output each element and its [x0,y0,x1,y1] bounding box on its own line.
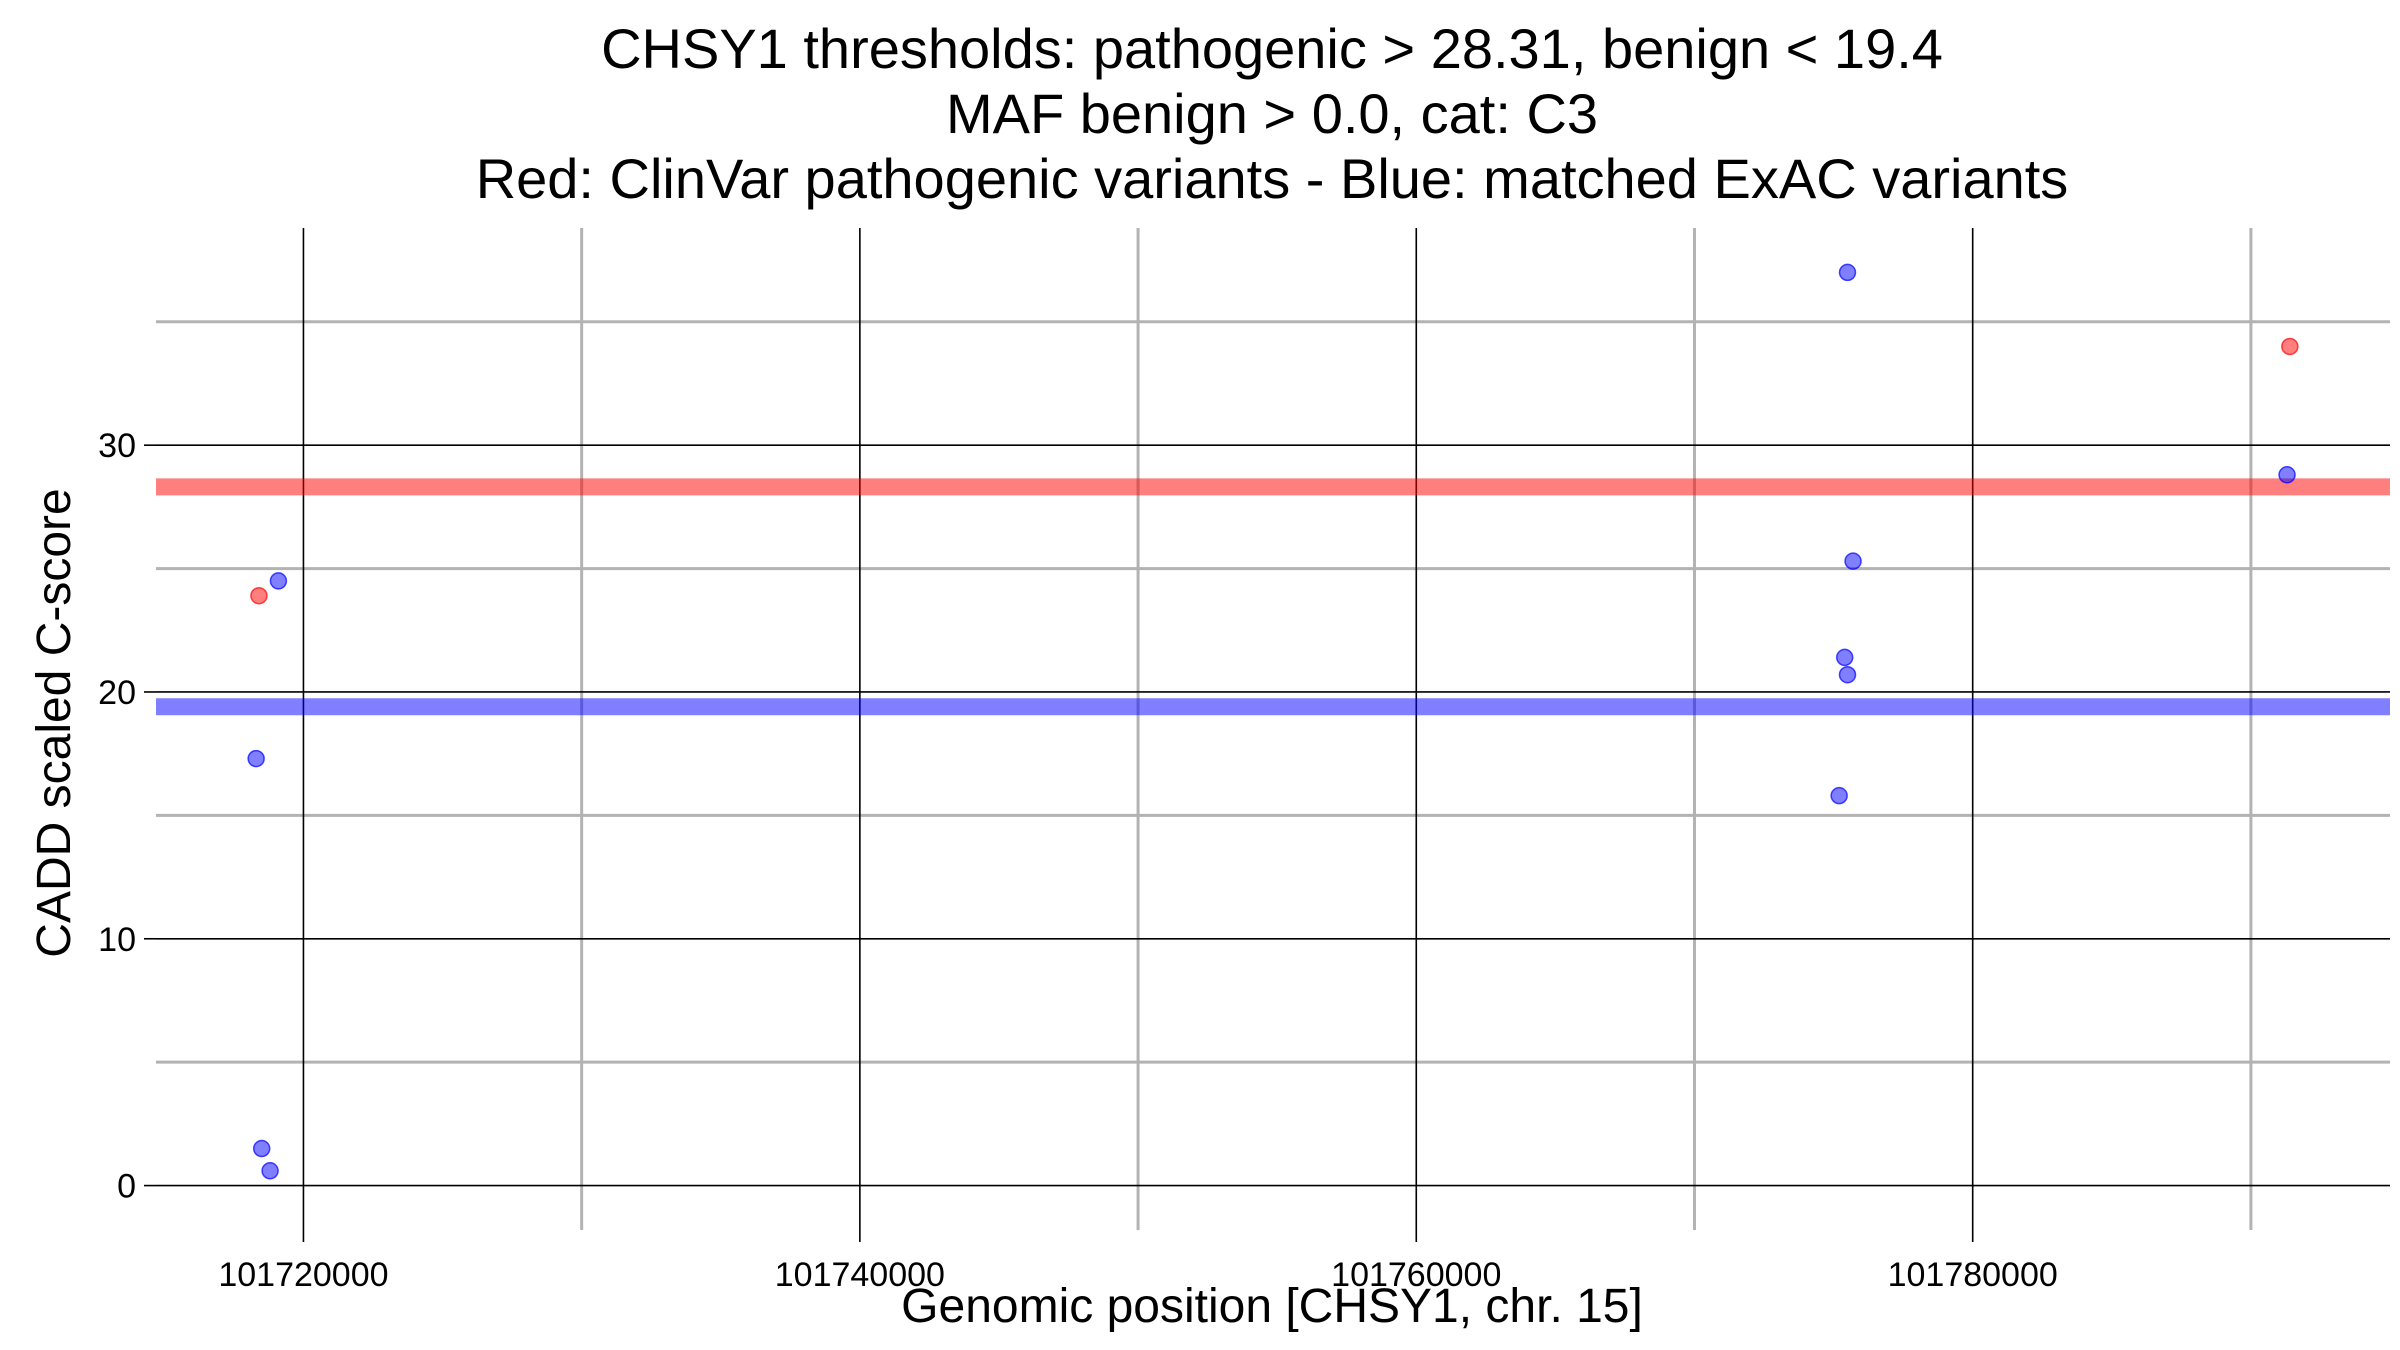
point-series-1-2 [252,1139,271,1158]
y-axis-ticks: 0 10 20 30 [98,427,156,1206]
point-series-0-1 [2281,337,2299,356]
y-tick-label-1: 10 [98,921,136,959]
point-series-0-0 [250,586,268,605]
x-axis-ticks: 101720000 101740000 101760000 101780000 [218,1230,2058,1294]
point-series-1-1 [247,749,265,768]
point-series-1-8 [1830,786,1848,805]
data-points [247,263,2299,1180]
point-series-1-4 [1838,263,1857,282]
major-gridlines [156,228,2390,1230]
x-tick-label-0: 101720000 [218,1256,388,1294]
chart-title: CHSY1 thresholds: pathogenic > 28.31, be… [476,17,2069,210]
y-tick-label-3: 30 [98,427,136,465]
point-series-1-3 [261,1162,279,1180]
chart-title-line-1: CHSY1 thresholds: pathogenic > 28.31, be… [601,17,1943,80]
y-tick-label-0: 0 [117,1168,136,1206]
y-axis-label: CADD scaled C-score [28,488,81,957]
x-tick-label-3: 101780000 [1888,1256,2058,1294]
x-axis-label: Genomic position [CHSY1, chr. 15] [901,1280,1643,1333]
chart-title-line-2: MAF benign > 0.0, cat: C3 [946,82,1598,145]
point-series-1-0 [269,572,288,590]
threshold-lines [156,478,2390,716]
chart-title-line-3: Red: ClinVar pathogenic variants - Blue:… [476,147,2069,210]
point-series-1-6 [1835,648,1854,667]
x-tick-label-1: 101740000 [775,1256,945,1294]
point-series-1-5 [1844,552,1862,570]
x-tick-label-2: 101760000 [1331,1256,1501,1294]
point-series-1-7 [1838,665,1857,684]
y-tick-label-2: 20 [98,674,136,712]
point-series-1-9 [2278,466,2296,484]
minor-gridlines [156,228,2390,1230]
